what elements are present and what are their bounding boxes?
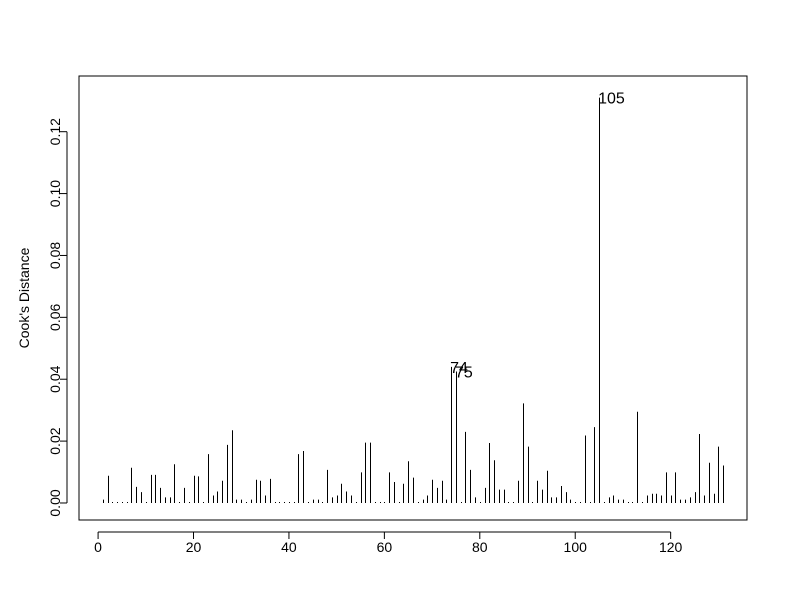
- y-axis-title: Cook's Distance: [16, 247, 32, 348]
- x-tick-label-80: 80: [472, 539, 488, 555]
- x-tick-label-60: 60: [377, 539, 393, 555]
- y-axis: 0.00 0.02 0.04 0.06 0.08 0.10 0.12: [47, 118, 68, 517]
- annotation-75: 75: [455, 364, 473, 381]
- y-tick-label-5: 0.10: [47, 180, 63, 207]
- y-tick-label-2: 0.04: [47, 365, 63, 392]
- y-tick-label-6: 0.12: [47, 118, 63, 145]
- x-tick-label-0: 0: [94, 539, 102, 555]
- x-tick-label-120: 120: [659, 539, 683, 555]
- annotation-74: 74: [450, 360, 468, 377]
- x-tick-label-100: 100: [564, 539, 588, 555]
- x-axis: 0 20 40 60 80 100 120: [94, 531, 683, 555]
- y-tick-label-0: 0.00: [47, 489, 63, 516]
- bars-group: [103, 97, 724, 503]
- y-tick-label-3: 0.06: [47, 304, 63, 331]
- plot-frame: [78, 75, 748, 521]
- y-tick-label-1: 0.02: [47, 427, 63, 454]
- x-tick-label-20: 20: [186, 539, 202, 555]
- x-tick-label-40: 40: [281, 539, 297, 555]
- y-tick-label-4: 0.08: [47, 242, 63, 269]
- annotation-105: 105: [598, 91, 625, 108]
